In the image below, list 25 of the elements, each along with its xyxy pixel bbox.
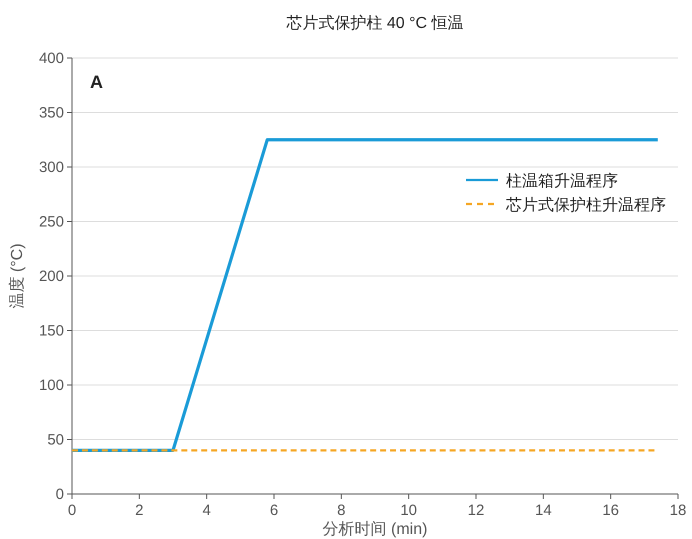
x-tick-label: 10: [400, 502, 418, 519]
x-tick-label: 6: [270, 502, 278, 519]
legend-label: 柱温箱升温程序: [506, 172, 618, 190]
y-tick-label: 150: [38, 322, 64, 340]
x-tick-label: 2: [135, 502, 144, 519]
y-tick-label: 400: [38, 50, 64, 67]
y-tick-label: 350: [38, 104, 64, 122]
annotation: A: [90, 72, 103, 92]
x-tick-label: 8: [337, 502, 346, 519]
x-axis-title: 分析时间 (min): [322, 520, 428, 538]
y-axis-title: 温度 (°C): [8, 243, 26, 309]
y-tick-label: 0: [56, 486, 64, 503]
x-tick-label: 4: [202, 502, 211, 519]
y-tick-label: 200: [38, 268, 64, 285]
x-tick-label: 18: [670, 502, 686, 519]
x-tick-label: 14: [534, 502, 552, 519]
legend-label: 芯片式保护柱升温程序: [505, 196, 666, 214]
x-tick-label: 16: [602, 502, 620, 519]
y-tick-label: 250: [38, 214, 64, 230]
y-tick-label: 50: [47, 432, 64, 448]
x-tick-label: 12: [468, 502, 484, 519]
y-tick-label: 100: [38, 377, 64, 394]
x-tick-label: 0: [68, 502, 76, 519]
y-tick-label: 300: [38, 159, 64, 176]
chart-title: 芯片式保护柱 40 °C 恒温: [285, 14, 464, 32]
